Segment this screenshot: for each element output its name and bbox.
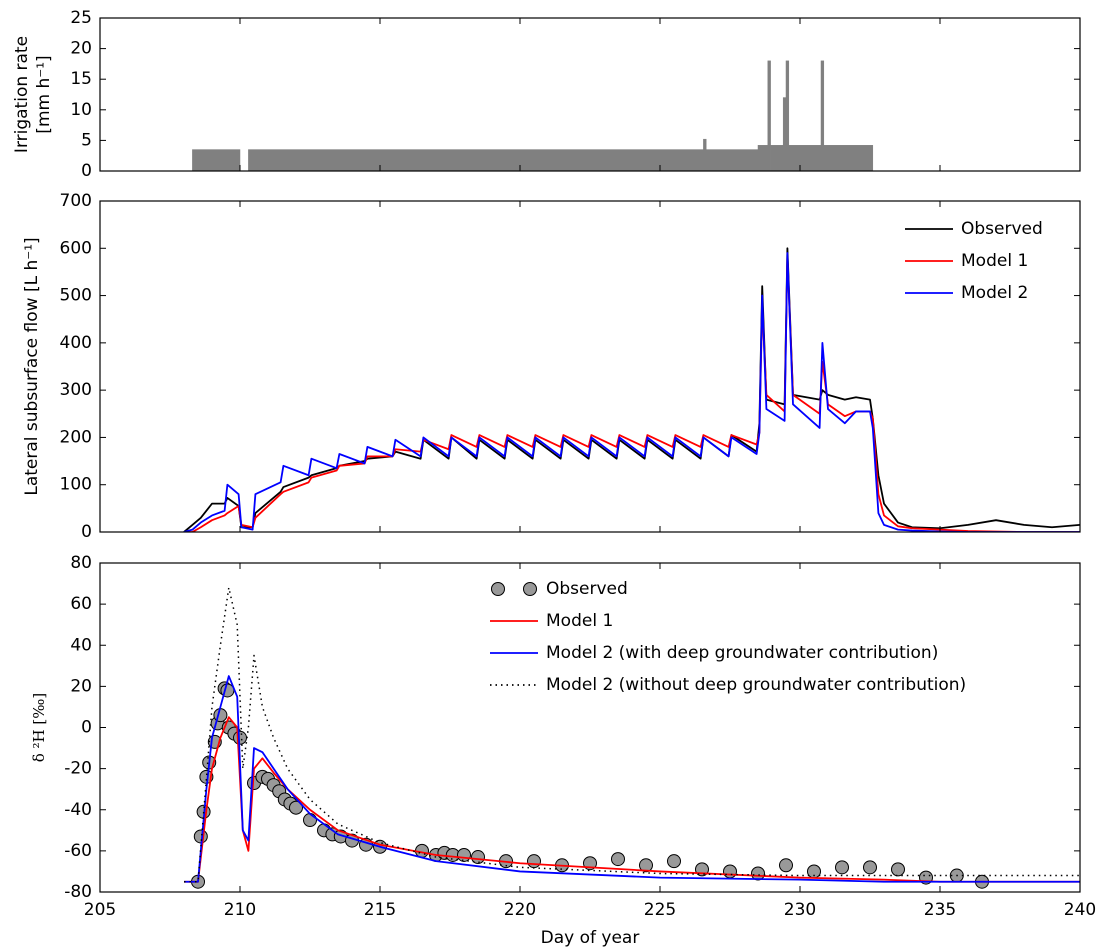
scatter-point <box>303 813 317 828</box>
y-tick-label: -80 <box>64 882 92 902</box>
x-tick-label: 230 <box>784 900 816 920</box>
step-bar <box>785 60 790 171</box>
x-tick-label: 220 <box>504 900 536 920</box>
step-bar <box>248 149 704 171</box>
legend-label: Model 2 <box>961 283 1028 303</box>
panel: 0 5 10 15 20 25 Irrigation rate [mm h⁻¹] <box>12 8 1081 181</box>
y-tick-label: 80 <box>70 553 92 573</box>
scatter-point <box>213 708 228 723</box>
legend-label: Model 1 <box>961 251 1028 271</box>
x-tick-label: 210 <box>224 900 256 920</box>
y-tick-label: 20 <box>70 39 92 59</box>
step-bar <box>788 145 822 171</box>
legend-entry: Model 2 <box>905 283 1028 303</box>
y-tick-label: 5 <box>81 130 92 150</box>
panel: -80 -60 -40 -20 0 20 40 60 80 205 210 215 220 225 230 2… <box>30 553 1096 948</box>
scatter-point <box>863 860 877 875</box>
legend-entry: Model 2 (with deep groundwater contribut… <box>490 643 938 663</box>
step-bar <box>820 60 825 171</box>
y-tick-label: 600 <box>60 238 92 258</box>
y-tick-label: 25 <box>70 8 92 28</box>
scatter-point <box>723 864 737 879</box>
plot-area <box>183 247 1080 532</box>
legend-entry: Model 1 <box>490 611 613 631</box>
scatter-point <box>667 854 681 869</box>
series-line <box>183 247 1080 532</box>
y-tick-label: 300 <box>60 380 92 400</box>
x-tick-label: 225 <box>644 900 676 920</box>
legend-entry: Observed <box>905 219 1043 239</box>
scatter-point <box>527 854 541 869</box>
y-tick-label: 60 <box>70 594 92 614</box>
y-axis-label: δ ²H [‰] <box>30 693 48 763</box>
plot-area <box>192 60 874 171</box>
y-tick-label: -60 <box>64 841 92 861</box>
legend-entry: Model 2 (without deep groundwater contri… <box>490 675 966 695</box>
series-line <box>184 586 1080 883</box>
step-bar <box>705 149 759 171</box>
legend-label: Model 2 (with deep groundwater contribut… <box>546 643 938 663</box>
legend-label: Model 1 <box>546 611 613 631</box>
y-tick-label: 0 <box>81 718 92 738</box>
scatter-point <box>891 862 905 877</box>
legend-entry: Observed <box>491 579 628 599</box>
legend-label: Model 2 (without deep groundwater contri… <box>546 675 966 695</box>
step-bar <box>192 149 241 171</box>
y-tick-label: 700 <box>60 191 92 211</box>
series-line <box>184 716 1080 883</box>
y-tick-label: 10 <box>70 100 92 120</box>
y-tick-label: -20 <box>64 759 92 779</box>
y-tick-label: -40 <box>64 800 92 820</box>
scatter-point <box>779 858 793 873</box>
y-tick-label: 0 <box>81 161 92 181</box>
step-bar <box>823 145 874 171</box>
y-tick-label: 15 <box>70 69 92 89</box>
legend-label: Observed <box>546 579 628 599</box>
scatter-point <box>835 860 849 875</box>
step-bar <box>757 145 769 171</box>
scatter-point <box>639 858 653 873</box>
legend-entry: Model 1 <box>905 251 1028 271</box>
y-tick-label: 0 <box>81 522 92 542</box>
frame <box>99 200 1081 533</box>
plot-area <box>184 586 1080 889</box>
scatter-point <box>751 866 765 881</box>
series-line <box>183 252 1080 532</box>
frame <box>99 17 1081 172</box>
y-tick-label: 200 <box>60 427 92 447</box>
legend-marker <box>523 582 537 596</box>
scatter-point <box>457 847 471 862</box>
step-bar <box>782 97 787 171</box>
x-tick-label: 235 <box>924 900 956 920</box>
y-tick-label: 500 <box>60 286 92 306</box>
x-tick-label: 240 <box>1064 900 1096 920</box>
scatter-point <box>611 852 625 867</box>
x-axis-label: Day of year <box>541 928 640 948</box>
step-bar <box>770 145 784 171</box>
y-tick-label: 100 <box>60 475 92 495</box>
legend-label: Observed <box>961 219 1043 239</box>
scatter-point <box>289 800 303 815</box>
panel: 0 100 200 300 400 500 600 700 Lateral subsurface… <box>22 191 1081 542</box>
x-tick-label: 205 <box>84 900 116 920</box>
x-tick-label: 215 <box>364 900 396 920</box>
y-axis-label: Irrigation rate <box>12 36 32 153</box>
step-bar <box>767 60 771 171</box>
series-line <box>184 256 1080 532</box>
y-tick-label: 40 <box>70 635 92 655</box>
step-bar <box>703 138 707 171</box>
y-tick-label: 20 <box>70 676 92 696</box>
legend-marker <box>491 582 505 596</box>
y-axis-label: [mm h⁻¹] <box>34 55 54 133</box>
y-axis-label: Lateral subsurface flow [L h⁻¹] <box>22 237 42 495</box>
series-line <box>184 675 1080 883</box>
y-tick-label: 400 <box>60 333 92 353</box>
